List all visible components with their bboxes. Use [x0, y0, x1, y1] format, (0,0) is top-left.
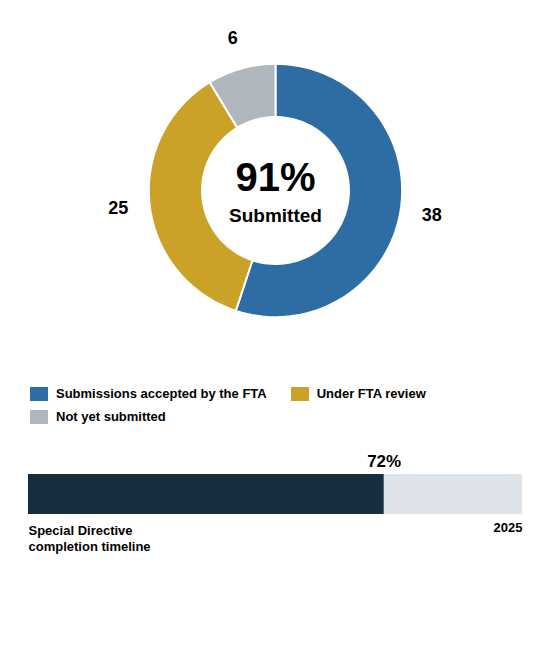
svg-text:91%: 91%: [235, 155, 315, 199]
svg-text:2025: 2025: [494, 520, 523, 535]
html-text:Submissions accepted by the FT: Submissions accepted by the FTA: [56, 386, 267, 401]
svg-text:Submitted: Submitted: [229, 205, 322, 226]
html-text:Under FTA review: Under FTA review: [316, 386, 426, 401]
svg-text:Special Directivecompletion ti: Special Directivecompletion timeline: [29, 522, 151, 554]
svg-text:38: 38: [422, 205, 442, 225]
svg-text:25: 25: [108, 198, 128, 218]
svg-text:72%: 72%: [367, 452, 401, 471]
svg-text:6: 6: [228, 28, 238, 48]
html-text:Not yet submitted: Not yet submitted: [56, 409, 166, 424]
